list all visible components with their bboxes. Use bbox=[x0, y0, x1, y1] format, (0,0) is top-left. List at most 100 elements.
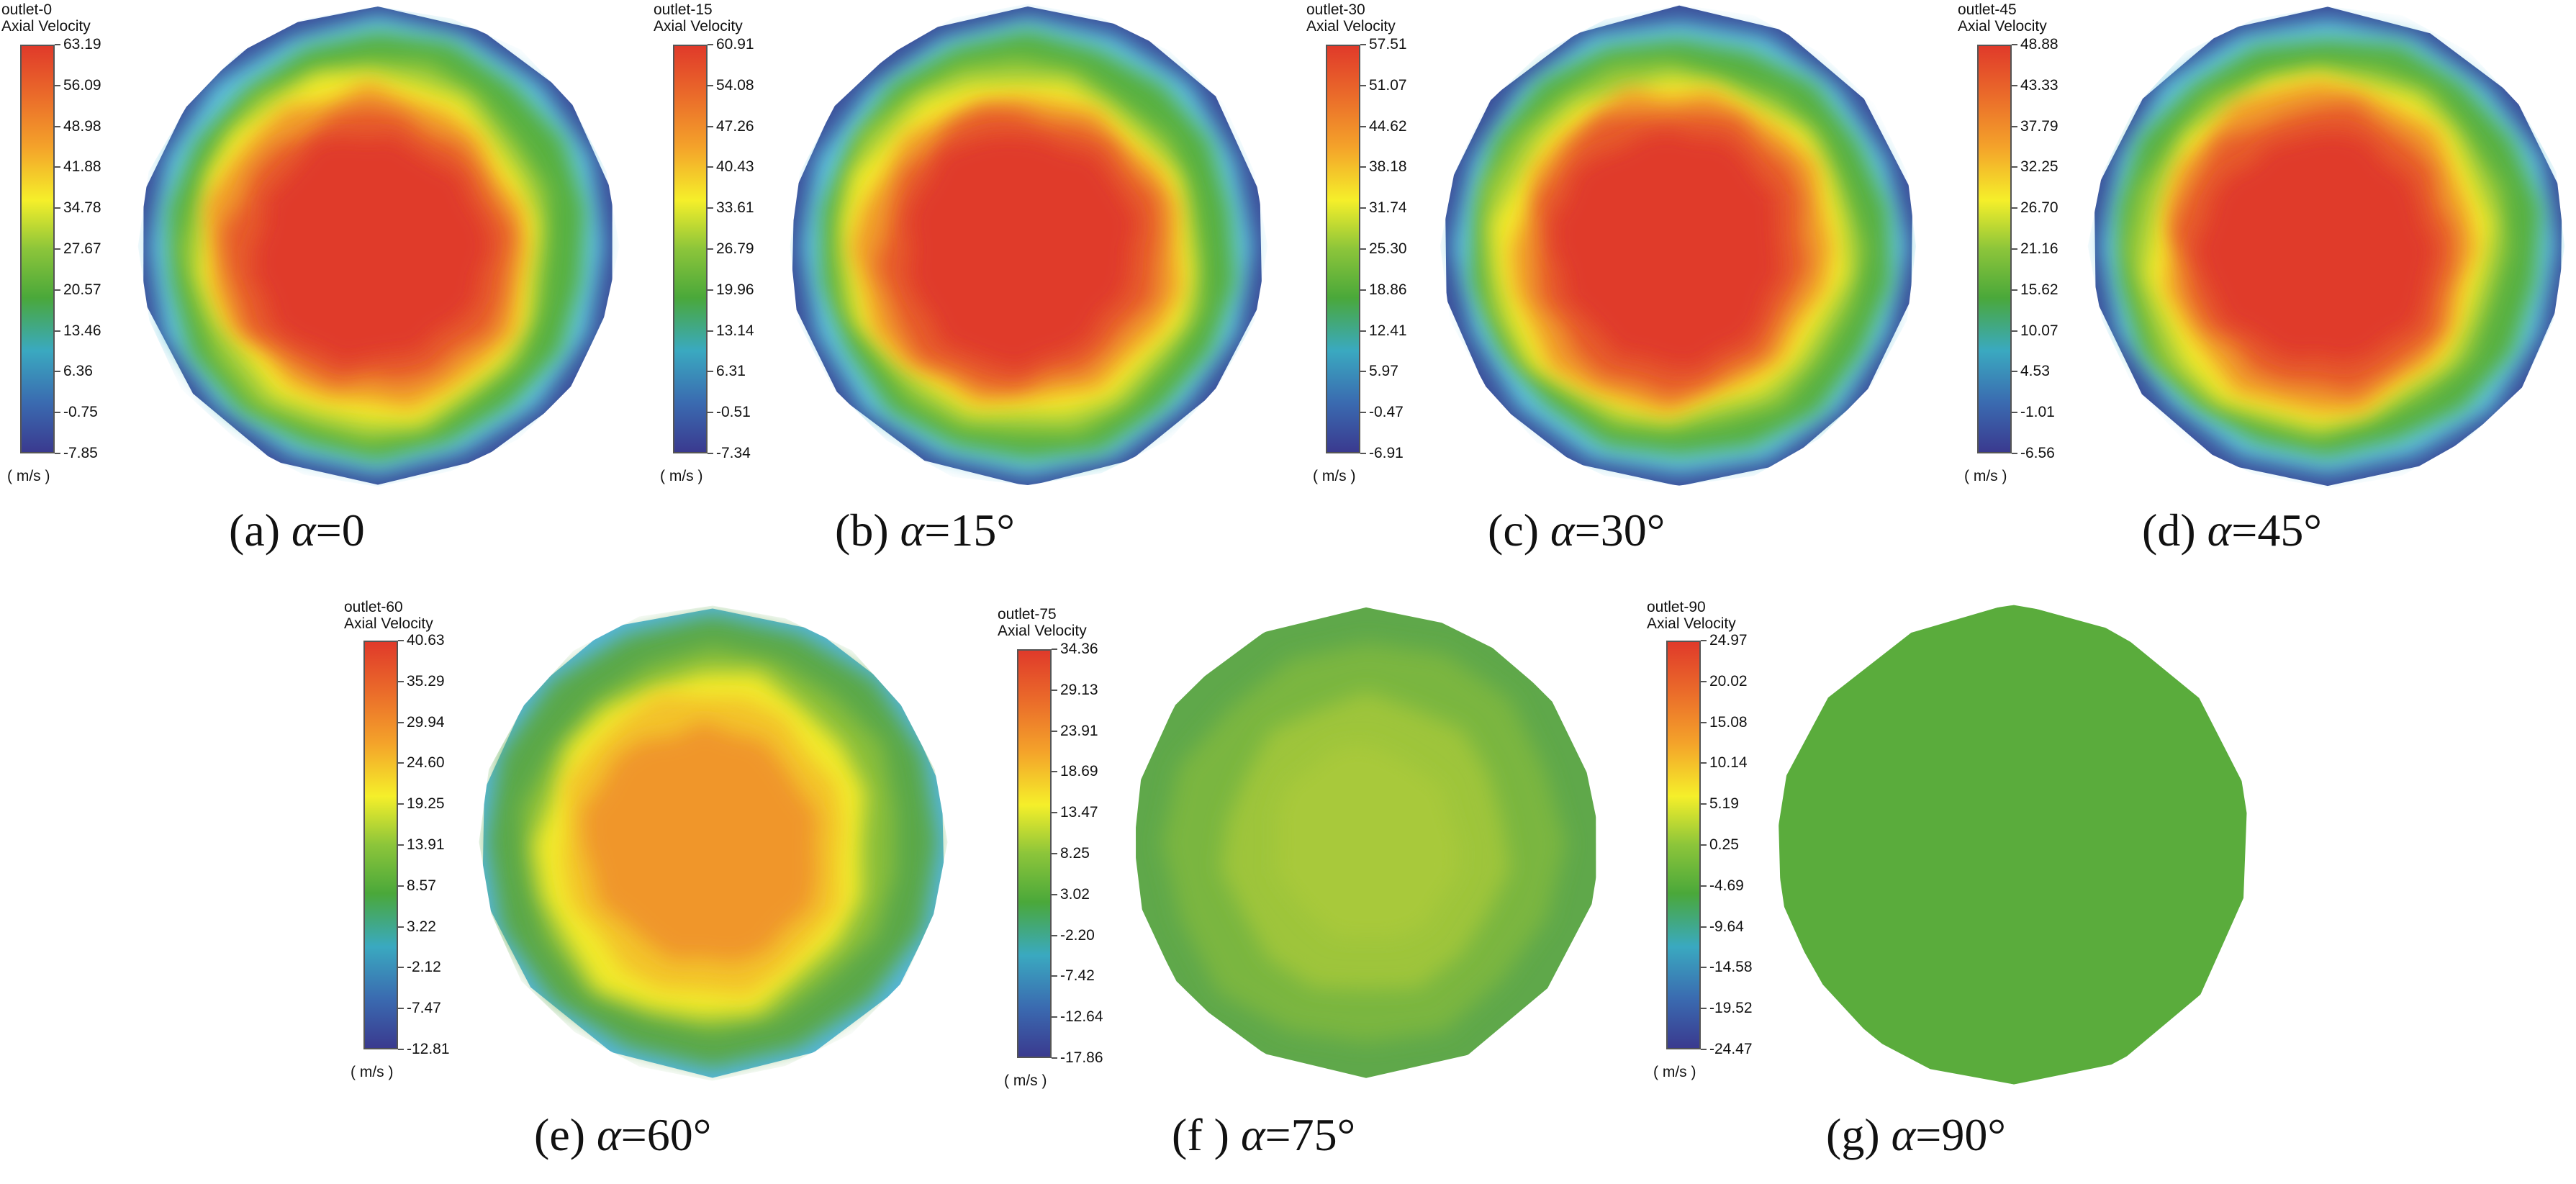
colorbar-tick-label: 26.79 bbox=[716, 240, 754, 257]
colorbar-tick-label: 8.25 bbox=[1060, 845, 1090, 862]
colorbar-tick-mark bbox=[55, 330, 60, 332]
colorbar-tick-label: -1.01 bbox=[2020, 404, 2055, 421]
caption-angle: =0 bbox=[315, 505, 365, 556]
variable-label: Axial Velocity bbox=[1, 18, 91, 35]
colorbar-tick-label: -7.47 bbox=[407, 1000, 441, 1017]
caption-tag: (a) bbox=[229, 505, 281, 556]
colorbar-tick-label: 20.57 bbox=[63, 281, 101, 298]
colorbar-tick-label: 13.46 bbox=[63, 322, 101, 339]
colorbar-tick-mark bbox=[2012, 248, 2017, 250]
colorbar-tick-mark bbox=[2012, 371, 2017, 373]
colorbar-tick-label: 5.97 bbox=[1369, 363, 1398, 380]
colorbar-tick-label: 26.70 bbox=[2020, 199, 2058, 217]
colorbar-tick-mark bbox=[55, 248, 60, 250]
velocity-contour-disk bbox=[791, 6, 1262, 486]
panel-caption: (d) α=45° bbox=[2142, 504, 2322, 557]
colorbar-tick-label: -4.69 bbox=[1709, 877, 1744, 894]
colorbar-tick-mark bbox=[1701, 803, 1707, 805]
colorbar-tick-mark bbox=[708, 453, 713, 454]
colorbar-tick-label: 23.91 bbox=[1060, 722, 1098, 739]
contour-band bbox=[1777, 605, 2248, 1085]
color-bar bbox=[673, 45, 708, 453]
colorbar-tick-mark bbox=[1052, 649, 1057, 650]
variable-label: Axial Velocity bbox=[998, 623, 1087, 639]
colorbar-tick-label: 4.53 bbox=[2020, 363, 2050, 380]
colorbar-tick-mark bbox=[708, 44, 713, 45]
colorbar-tick-label: -7.42 bbox=[1060, 967, 1095, 985]
alpha-symbol: α bbox=[1891, 1109, 1916, 1160]
colorbar-tick-mark bbox=[55, 453, 60, 454]
degree-symbol: ° bbox=[1337, 1109, 1356, 1160]
colorbar-tick-label: 18.69 bbox=[1060, 763, 1098, 780]
colorbar-tick-mark bbox=[1052, 934, 1057, 936]
colorbar-tick-label: 15.62 bbox=[2020, 281, 2058, 298]
colorbar-tick-label: 40.43 bbox=[716, 158, 754, 176]
colorbar-tick-label: 31.74 bbox=[1369, 199, 1407, 217]
colorbar-tick-mark bbox=[55, 125, 60, 127]
degree-symbol: ° bbox=[996, 505, 1015, 556]
panel-caption: (c) α=30° bbox=[1488, 504, 1665, 557]
unit-label: ( m/s ) bbox=[1313, 468, 1356, 484]
colorbar-tick-mark bbox=[2012, 330, 2017, 332]
outlet-title: outlet-15 bbox=[654, 1, 713, 18]
colorbar-tick-mark bbox=[398, 803, 404, 805]
color-bar bbox=[1326, 45, 1360, 453]
colorbar-tick-label: 21.16 bbox=[2020, 240, 2058, 257]
colorbar-tick-mark bbox=[1360, 84, 1366, 86]
contour-band bbox=[905, 135, 1139, 371]
colorbar-tick-mark bbox=[2012, 207, 2017, 209]
colorbar-tick-mark bbox=[2012, 453, 2017, 454]
colorbar-tick-label: -9.64 bbox=[1709, 918, 1744, 935]
colorbar-tick-label: 5.19 bbox=[1709, 795, 1739, 813]
colorbar-tick-label: -2.12 bbox=[407, 959, 441, 976]
colorbar-tick-mark bbox=[1701, 926, 1707, 928]
colorbar-tick-label: 3.02 bbox=[1060, 885, 1090, 903]
caption-angle: =75 bbox=[1265, 1109, 1337, 1160]
outlet-title: outlet-90 bbox=[1647, 599, 1706, 615]
velocity-contour-disk bbox=[143, 6, 613, 485]
colorbar-tick-label: 40.63 bbox=[407, 632, 445, 649]
contour-band bbox=[1276, 744, 1459, 937]
colorbar-tick-mark bbox=[398, 762, 404, 764]
alpha-symbol: α bbox=[292, 505, 316, 556]
outlet-title: outlet-30 bbox=[1306, 1, 1365, 18]
colorbar-tick-mark bbox=[708, 289, 713, 291]
colorbar-tick-mark bbox=[55, 412, 60, 414]
colorbar-tick-label: -2.20 bbox=[1060, 926, 1095, 944]
colorbar-tick-label: -19.52 bbox=[1709, 1000, 1753, 1017]
color-bar bbox=[1977, 45, 2012, 453]
colorbar-tick-mark bbox=[1701, 640, 1707, 641]
colorbar-tick-mark bbox=[1360, 330, 1366, 332]
colorbar-tick-mark bbox=[398, 926, 404, 928]
colorbar-tick-mark bbox=[1360, 248, 1366, 250]
colorbar-tick-label: 3.22 bbox=[407, 918, 436, 935]
alpha-symbol: α bbox=[2207, 505, 2232, 556]
variable-label: Axial Velocity bbox=[1958, 18, 2047, 35]
colorbar-tick-mark bbox=[55, 371, 60, 373]
colorbar-tick-mark bbox=[1360, 44, 1366, 45]
colorbar-tick-mark bbox=[2012, 44, 2017, 45]
colorbar-tick-mark bbox=[1701, 762, 1707, 764]
colorbar-tick-mark bbox=[398, 721, 404, 723]
colorbar-tick-mark bbox=[398, 1008, 404, 1010]
colorbar-tick-label: 34.36 bbox=[1060, 641, 1098, 657]
caption-tag: (f ) bbox=[1172, 1109, 1229, 1160]
colorbar-tick-label: 6.31 bbox=[716, 363, 746, 380]
velocity-contour-disk bbox=[1445, 5, 1913, 486]
colorbar-tick-label: 63.19 bbox=[63, 36, 101, 53]
colorbar-tick-label: 34.78 bbox=[63, 199, 101, 217]
colorbar-tick-label: -24.47 bbox=[1709, 1041, 1753, 1057]
velocity-contour-disk bbox=[482, 608, 945, 1078]
colorbar-tick-label: 32.25 bbox=[2020, 158, 2058, 176]
panel-caption: (e) α=60° bbox=[534, 1108, 711, 1162]
colorbar-tick-label: 25.30 bbox=[1369, 240, 1407, 257]
colorbar-tick-label: 20.02 bbox=[1709, 672, 1748, 690]
colorbar-tick-mark bbox=[1360, 453, 1366, 454]
caption-tag: (c) bbox=[1488, 505, 1540, 556]
color-bar bbox=[20, 45, 55, 453]
colorbar-tick-mark bbox=[1052, 771, 1057, 773]
caption-angle: =60 bbox=[620, 1109, 693, 1160]
outlet-title: outlet-60 bbox=[344, 599, 403, 615]
colorbar-tick-label: 51.07 bbox=[1369, 76, 1407, 94]
